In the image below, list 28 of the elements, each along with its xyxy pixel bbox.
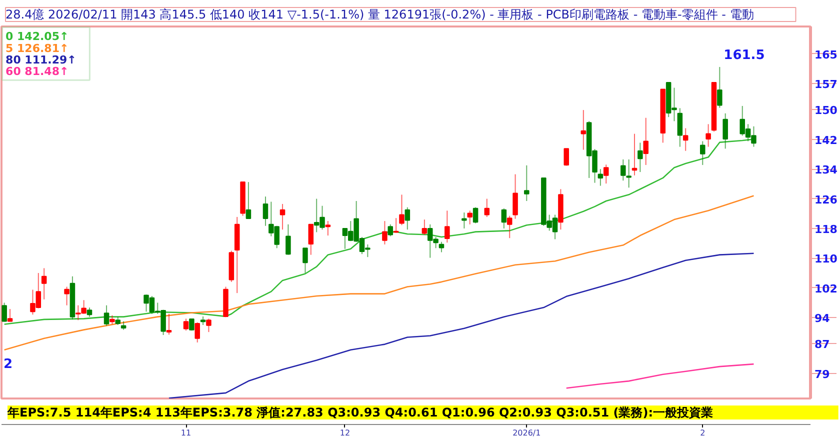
line-series [4, 195, 754, 351]
line-series [168, 252, 754, 398]
y-tick-label: 165 [814, 48, 838, 62]
y-tick-label: 150 [814, 104, 838, 118]
y-tick-label: 142 [814, 134, 838, 147]
text: 5 126.81↑ [6, 42, 69, 55]
x-tick-label: 11 [180, 428, 192, 438]
text: 80 111.29↑ [6, 53, 76, 66]
text: 0 142.05↑ [6, 30, 69, 44]
annotation: 2 [4, 356, 13, 372]
annotation: 161.5 [724, 48, 765, 63]
chart-title: 28.4億 2026/02/11 開143 高145.5 低140 收141 ▽-1.5(-1.1%) 量 126191張(-0.2%) - 車用板 - PCB印刷電路板 - 電動車-零組件 - 電動 [6, 8, 754, 22]
y-tick-label: 126 [814, 193, 838, 206]
y-tick-label: 94 [814, 312, 830, 326]
y-tick-label: 102 [814, 282, 838, 296]
text: 60 81.48↑ [6, 64, 69, 78]
y-tick-label: 157 [814, 78, 838, 92]
y-tick-label: 134 [814, 164, 838, 177]
candlestick [564, 148, 570, 166]
y-tick-label: 87 [814, 338, 830, 352]
y-tick-label: 110 [814, 252, 838, 266]
y-tick-label: 79 [814, 368, 830, 381]
text: 年EPS:7.5 114年EPS:4 113年EPS:3.78 淨值:27.83 Q3:0.93 Q4:0.61 Q1:0.96 Q2:0.93 Q3:0.51 (業務):一般投資業 [6, 406, 714, 420]
y-tick-label: 118 [814, 222, 838, 236]
x-tick-label: 2026/1 [512, 428, 541, 438]
x-tick-label: 2 [700, 428, 706, 438]
line-series [566, 363, 754, 389]
x-tick-label: 12 [340, 428, 350, 438]
